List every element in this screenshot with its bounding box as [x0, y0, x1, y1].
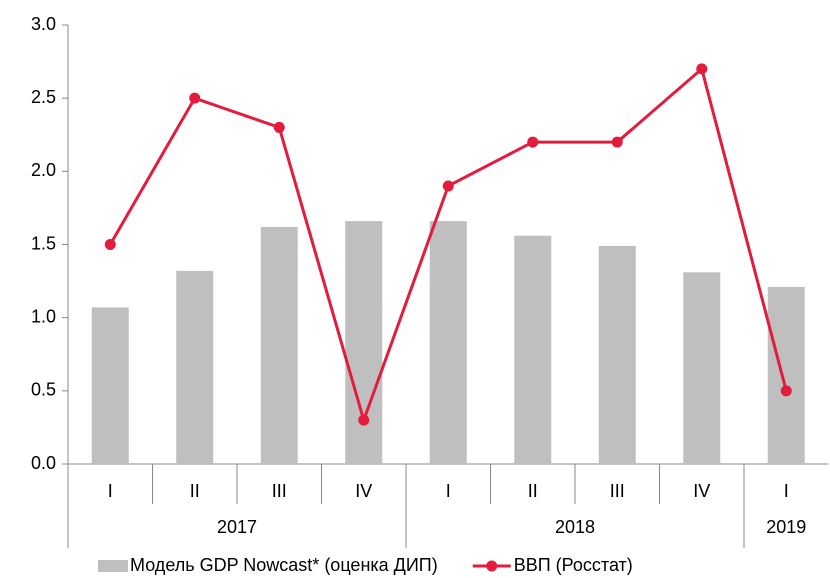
point [358, 414, 370, 426]
legend-label: Модель GDP Nowcast* (оценка ДИП) [130, 555, 438, 575]
group-label: 2019 [766, 517, 806, 537]
group-label: 2017 [217, 517, 257, 537]
point [273, 121, 285, 133]
x-tick-label: IV [355, 481, 372, 501]
y-tick-label: 1.0 [31, 306, 56, 326]
bar [598, 245, 636, 464]
y-tick-label: 2.0 [31, 160, 56, 180]
bar [514, 235, 552, 464]
y-tick-label: 0.5 [31, 380, 56, 400]
point [189, 92, 201, 104]
legend-swatch [486, 560, 498, 572]
bar [345, 221, 383, 464]
y-tick-label: 1.5 [31, 233, 56, 253]
x-tick-label: II [190, 481, 200, 501]
bar [260, 226, 298, 464]
bar [767, 286, 805, 464]
y-tick-label: 2.5 [31, 87, 56, 107]
x-tick-label: I [108, 481, 113, 501]
point [442, 180, 454, 192]
group-label: 2018 [555, 517, 595, 537]
point [611, 136, 623, 148]
y-tick-label: 3.0 [31, 14, 56, 34]
y-tick-label: 0.0 [31, 453, 56, 473]
bar [429, 221, 467, 464]
bar [176, 270, 214, 464]
x-tick-label: III [610, 481, 625, 501]
point [104, 239, 116, 250]
bar [91, 307, 129, 464]
bar [683, 272, 721, 464]
x-tick-label: IV [693, 481, 710, 501]
x-tick-label: III [272, 481, 287, 501]
legend-label: ВВП (Росстат) [514, 555, 633, 575]
legend-swatch [98, 560, 128, 572]
x-tick-label: I [784, 481, 789, 501]
point [780, 385, 792, 397]
point [696, 63, 708, 75]
point [527, 136, 539, 148]
x-tick-label: II [528, 481, 538, 501]
x-tick-label: I [446, 481, 451, 501]
